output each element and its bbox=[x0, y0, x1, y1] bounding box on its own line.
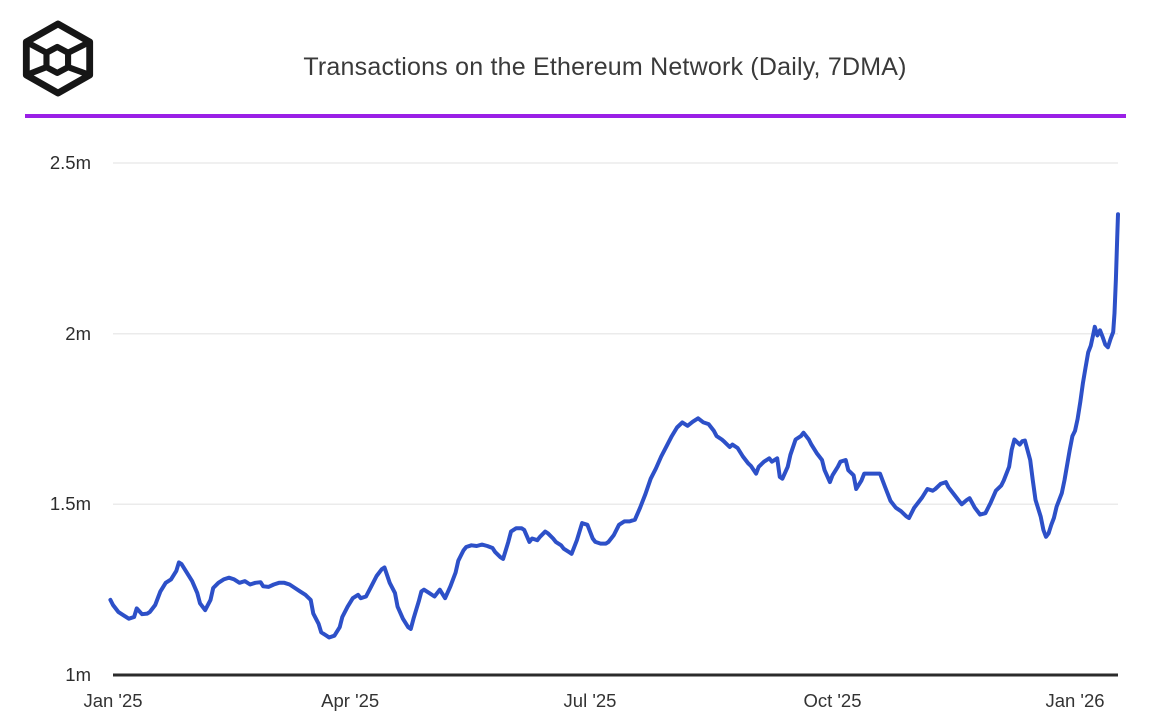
y-tick-label: 2m bbox=[65, 322, 91, 344]
header: Transactions on the Ethereum Network (Da… bbox=[0, 0, 1154, 113]
x-tick-label: Jul '25 bbox=[563, 690, 617, 711]
x-tick-label: Oct '25 bbox=[803, 690, 862, 711]
y-tick-label: 1.5m bbox=[49, 493, 91, 515]
x-tick-label: Jan '25 bbox=[83, 690, 143, 711]
header-divider-line bbox=[25, 114, 1126, 118]
x-tick-label: Apr '25 bbox=[321, 690, 380, 711]
transactions-line-series bbox=[108, 212, 1120, 640]
y-tick-label: 2.5m bbox=[49, 152, 91, 173]
wireframe-cube-logo-icon bbox=[22, 20, 94, 97]
y-tick-label: 1m bbox=[65, 664, 91, 685]
x-tick-label: Jan '26 bbox=[1045, 690, 1105, 711]
chart-title: Transactions on the Ethereum Network (Da… bbox=[303, 53, 907, 81]
